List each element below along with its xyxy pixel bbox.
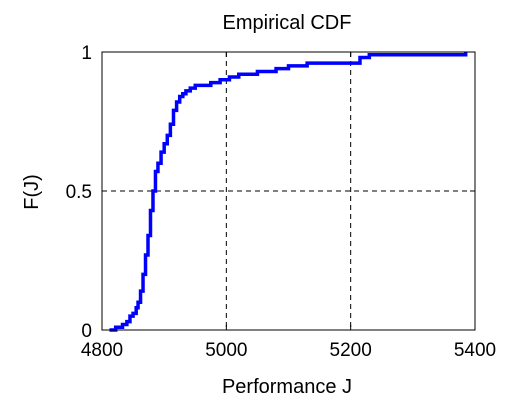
y-axis-label: F(J) (21, 174, 43, 210)
y-tick-label: 0.5 (66, 182, 92, 203)
plot-frame (101, 51, 476, 331)
grid-lines (102, 52, 475, 330)
cdf-series-line (109, 52, 468, 332)
y-tick-label: 1 (81, 43, 92, 64)
x-tick-label: 5200 (330, 340, 372, 361)
x-tick-label: 4800 (81, 340, 123, 361)
chart-title: Empirical CDF (223, 12, 352, 34)
x-tick-label: 5000 (205, 340, 247, 361)
y-tick-label: 0 (81, 321, 92, 342)
tick-labels: 4800 5000 5200 5400 0 0.5 1 (66, 43, 497, 361)
x-axis-label: Performance J (222, 376, 352, 398)
x-tick-label: 5400 (454, 340, 496, 361)
